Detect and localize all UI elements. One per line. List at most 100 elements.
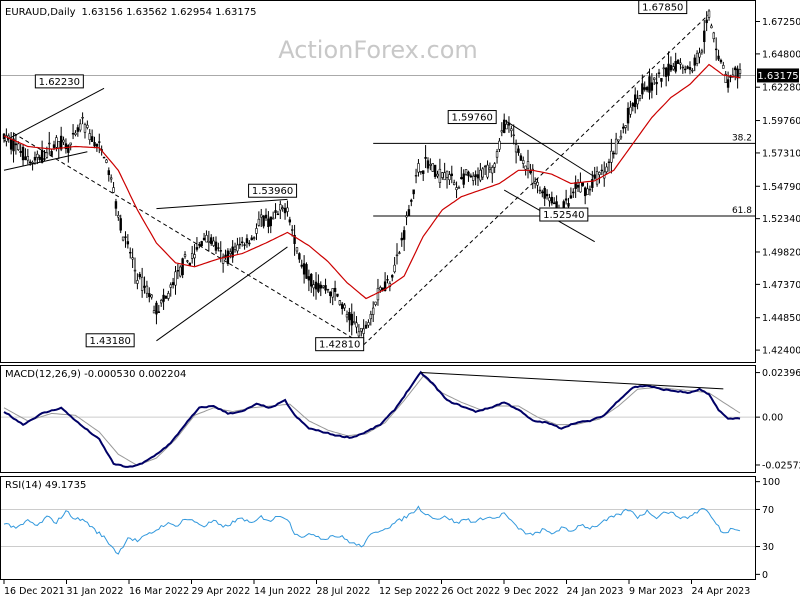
candle-body xyxy=(379,287,381,290)
candle-body xyxy=(327,289,329,290)
candle-body xyxy=(313,285,315,288)
x-tick-label: 29 Apr 2022 xyxy=(192,586,251,597)
candle-body xyxy=(463,174,465,185)
candle-body xyxy=(418,163,420,172)
price-y-axis: 1.672501.648001.622801.597601.573101.547… xyxy=(756,17,800,357)
candle-body xyxy=(594,175,596,179)
candle-body xyxy=(110,178,112,179)
candle-body xyxy=(270,217,272,226)
x-tick-label: 9 Mar 2023 xyxy=(629,586,683,597)
candle-body xyxy=(344,305,346,308)
candle-body xyxy=(687,67,689,69)
candle-body xyxy=(584,188,586,196)
candle-body xyxy=(646,87,648,90)
candle-body xyxy=(551,197,553,203)
ma-line xyxy=(4,65,740,299)
candle-body xyxy=(275,211,277,213)
candle-body xyxy=(527,162,529,169)
candle-body xyxy=(70,143,72,145)
candle-body xyxy=(67,145,69,152)
candle-body xyxy=(98,142,100,143)
price-y-tick-label: 1.62280 xyxy=(762,83,800,94)
candle-body xyxy=(408,210,410,216)
candle-body xyxy=(515,145,517,152)
candle-body xyxy=(508,123,510,125)
candle-body xyxy=(353,321,355,322)
candle-body xyxy=(432,163,434,171)
candle-body xyxy=(568,203,570,206)
candle-body xyxy=(677,60,679,63)
candle-body xyxy=(415,175,417,176)
candle-body xyxy=(229,252,231,254)
candle-body xyxy=(644,88,646,90)
candle-body xyxy=(284,208,286,213)
candle-body xyxy=(475,175,477,177)
candle-body xyxy=(506,124,508,129)
rsi-panel-frame xyxy=(1,477,756,580)
candle-body xyxy=(351,314,353,325)
x-tick-label: 26 Oct 2022 xyxy=(442,586,501,597)
candle-body xyxy=(441,173,443,178)
candle-body xyxy=(332,289,334,298)
candle-body xyxy=(496,152,498,158)
candle-body xyxy=(606,167,608,172)
candle-body xyxy=(84,124,86,132)
price-y-tick-label: 1.52340 xyxy=(762,214,800,225)
candle-body xyxy=(658,73,660,74)
macd-y-axis: 0.0239630.00-0.025726 xyxy=(756,368,800,471)
candle-body xyxy=(499,141,501,149)
candle-body xyxy=(489,168,491,170)
candle-body xyxy=(358,332,360,336)
macd-y-tick-label: -0.025726 xyxy=(762,460,800,471)
candle-body xyxy=(699,53,701,57)
candle-body xyxy=(675,61,677,71)
candle-body xyxy=(203,238,205,240)
candle-body xyxy=(225,255,227,257)
candle-body xyxy=(627,108,629,123)
candle-body xyxy=(691,70,693,71)
candle-body xyxy=(89,134,91,140)
candle-body xyxy=(308,276,310,280)
candle-body xyxy=(248,243,250,244)
candle-body xyxy=(618,140,620,141)
candle-body xyxy=(117,215,119,217)
candle-body xyxy=(470,176,472,177)
candle-body xyxy=(672,67,674,69)
macd-lines xyxy=(4,372,740,467)
candle-body xyxy=(72,133,74,134)
candle-body xyxy=(277,214,279,215)
candle-body xyxy=(596,171,598,184)
candle-body xyxy=(25,157,27,160)
candle-body xyxy=(29,162,31,163)
candle-body xyxy=(422,171,424,174)
price-y-tick-label: 1.44850 xyxy=(762,313,800,324)
candle-body xyxy=(641,84,643,94)
candle-body xyxy=(125,237,127,238)
candle-body xyxy=(577,185,579,187)
candle-body xyxy=(444,173,446,180)
candle-body xyxy=(706,20,708,23)
candle-body xyxy=(146,286,148,293)
candle-body xyxy=(253,238,255,239)
x-tick-label: 9 Dec 2022 xyxy=(504,586,559,597)
candle-body xyxy=(689,67,691,69)
candle-body xyxy=(246,239,248,243)
candle-body xyxy=(310,274,312,286)
macd-panel-frame xyxy=(1,366,756,473)
candle-body xyxy=(160,300,162,303)
price-label-text: 1.53960 xyxy=(252,186,293,197)
candle-body xyxy=(487,165,489,177)
candle-body xyxy=(82,117,84,118)
candle-body xyxy=(318,283,320,291)
candle-body xyxy=(127,242,129,245)
candle-body xyxy=(272,218,274,219)
candle-body xyxy=(734,68,736,70)
price-label-text: 1.62230 xyxy=(39,77,80,88)
candle-body xyxy=(191,253,193,258)
candle-body xyxy=(394,265,396,272)
candle-body xyxy=(546,194,548,196)
x-tick-label: 24 Apr 2023 xyxy=(692,586,751,597)
candle-body xyxy=(141,277,143,290)
candle-body xyxy=(708,11,710,17)
